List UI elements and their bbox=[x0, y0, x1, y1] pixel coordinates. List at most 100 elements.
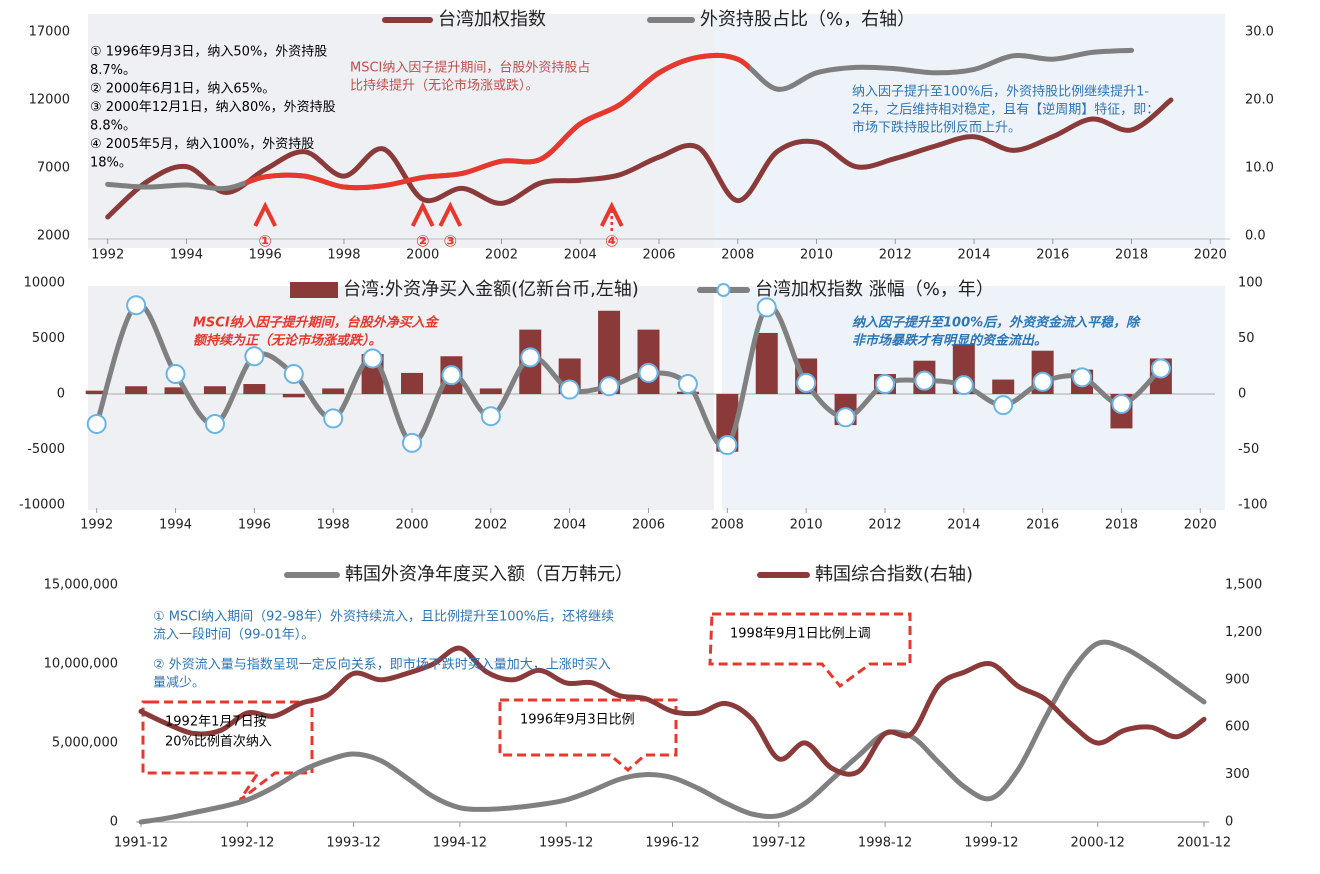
annotation: 8.7%。 bbox=[90, 63, 136, 78]
annotation: 纳入因子提升至100%后，外资资金流入平稳，除 bbox=[852, 315, 1141, 331]
x-tick-label: 1997-12 bbox=[752, 836, 806, 851]
x-tick-label: 2018 bbox=[1115, 248, 1148, 263]
marker-arrow bbox=[599, 201, 624, 227]
y2-tick-label: 50 bbox=[1238, 331, 1255, 346]
point bbox=[559, 379, 580, 400]
legend-label: 台湾:外资净买入金额(亿新台币,左轴) bbox=[343, 279, 639, 300]
x-tick-label: 1994 bbox=[170, 248, 203, 263]
y2-tick-label: 30.0 bbox=[1245, 25, 1274, 40]
x-tick-label: 2020 bbox=[1194, 248, 1227, 263]
x-tick-label: 2020 bbox=[1184, 518, 1217, 533]
point bbox=[126, 295, 147, 316]
y-tick-label: -10000 bbox=[19, 498, 65, 513]
x-tick-label: 2001-12 bbox=[1177, 836, 1231, 851]
annotation: 2年，之后维持相对稳定，且有【逆周期】特征，即： bbox=[852, 102, 1159, 118]
point bbox=[86, 413, 107, 434]
bar bbox=[85, 390, 108, 394]
y2-tick-label: 0.0 bbox=[1245, 229, 1266, 244]
annotation: MSCI纳入因子提升期间，台股外净买入金 bbox=[193, 315, 440, 331]
y-tick-label: 5,000,000 bbox=[52, 736, 118, 751]
x-tick-label: 2008 bbox=[721, 248, 754, 263]
y-tick-label: 0 bbox=[57, 387, 65, 402]
point bbox=[677, 374, 698, 395]
point bbox=[520, 347, 541, 368]
shade-right bbox=[715, 14, 1225, 248]
bar bbox=[598, 310, 621, 394]
point bbox=[283, 364, 304, 385]
x-tick-label: 1996 bbox=[238, 518, 271, 533]
point bbox=[638, 362, 659, 383]
y-tick-label: 12000 bbox=[29, 93, 70, 108]
bar bbox=[479, 388, 502, 394]
x-tick-label: 1999-12 bbox=[964, 836, 1018, 851]
point bbox=[914, 370, 935, 391]
y2-tick-label: 1,200 bbox=[1225, 625, 1262, 640]
annotation: 量减少。 bbox=[153, 676, 205, 691]
annotation: 1996年9月3日比例 bbox=[520, 713, 635, 728]
x-tick-label: 1991-12 bbox=[114, 836, 168, 851]
point bbox=[953, 375, 974, 396]
marker-arrow bbox=[438, 201, 463, 227]
x-tick-label: 2010 bbox=[790, 518, 823, 533]
bar bbox=[755, 332, 778, 394]
annotation: ① 1996年9月3日，纳入50%，外资持股 bbox=[90, 45, 327, 60]
y2-tick-label: 10.0 bbox=[1245, 161, 1274, 176]
annotation: ③ 2000年12月1日，纳入80%，外资持股 bbox=[90, 100, 336, 115]
x-tick-label: 2010 bbox=[800, 248, 833, 263]
x-tick-label: 1994-12 bbox=[433, 836, 487, 851]
bar bbox=[243, 384, 266, 394]
y2-tick-label: 300 bbox=[1225, 767, 1250, 782]
x-tick-label: 2006 bbox=[642, 248, 675, 263]
bar bbox=[637, 329, 660, 394]
marker-arrow bbox=[253, 201, 277, 227]
y2-tick-label: -100 bbox=[1238, 498, 1268, 513]
x-tick-label: 2002 bbox=[474, 518, 507, 533]
x-tick-label: 2014 bbox=[957, 248, 990, 263]
legend-label: 外资持股占比（%，右轴） bbox=[700, 9, 915, 30]
point bbox=[717, 435, 738, 456]
point bbox=[204, 413, 225, 434]
marker-label: ② bbox=[416, 232, 430, 251]
point bbox=[1072, 367, 1093, 388]
shade-right bbox=[722, 286, 1225, 510]
x-tick-label: 2004 bbox=[564, 248, 597, 263]
bar bbox=[203, 386, 226, 394]
annotation: 市场下跌持股比例反而上升。 bbox=[852, 120, 1021, 136]
x-tick-label: 2018 bbox=[1105, 518, 1138, 533]
point bbox=[1150, 358, 1171, 379]
y-tick-label: 0 bbox=[110, 815, 118, 830]
x-tick-label: 2000 bbox=[406, 248, 439, 263]
legend-marker bbox=[716, 283, 731, 297]
point bbox=[480, 406, 501, 427]
line bbox=[138, 645, 1207, 777]
callout bbox=[498, 698, 678, 772]
x-tick-label: 1998-12 bbox=[858, 836, 912, 851]
annotation: 流入一段时间（99-01年）。 bbox=[153, 628, 314, 643]
y-tick-label: 5000 bbox=[32, 331, 65, 346]
x-tick-label: 1994 bbox=[159, 518, 192, 533]
bar bbox=[164, 387, 187, 394]
x-tick-label: 1998 bbox=[327, 248, 360, 263]
bar bbox=[322, 388, 345, 394]
point bbox=[756, 297, 777, 318]
x-tick-label: 2008 bbox=[711, 518, 744, 533]
bar bbox=[125, 386, 148, 394]
x-tick-label: 1995-12 bbox=[539, 836, 593, 851]
point bbox=[835, 407, 856, 428]
point bbox=[165, 364, 186, 385]
point bbox=[402, 432, 423, 453]
marker-label: ③ bbox=[444, 232, 458, 251]
x-tick-label: 1992 bbox=[91, 248, 124, 263]
annotation: ④ 2005年5月，纳入100%，外资持股 bbox=[90, 137, 314, 152]
y2-tick-label: 600 bbox=[1225, 720, 1250, 735]
bar bbox=[992, 379, 1015, 394]
point bbox=[441, 365, 462, 386]
legend-swatch bbox=[290, 282, 338, 298]
y2-tick-label: 1,500 bbox=[1225, 578, 1262, 593]
point bbox=[1032, 371, 1053, 392]
line bbox=[138, 639, 1207, 825]
annotation: 非市场暴跌才有明显的资金流出。 bbox=[852, 333, 1047, 349]
y-tick-label: 15,000,000 bbox=[44, 578, 118, 593]
y-tick-label: 10,000,000 bbox=[44, 657, 118, 672]
